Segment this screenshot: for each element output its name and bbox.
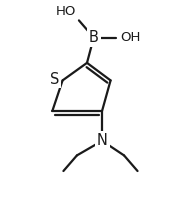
- Text: S: S: [50, 72, 60, 87]
- Text: B: B: [89, 30, 99, 45]
- Text: N: N: [97, 133, 108, 148]
- Text: OH: OH: [120, 31, 140, 44]
- Text: HO: HO: [56, 5, 76, 18]
